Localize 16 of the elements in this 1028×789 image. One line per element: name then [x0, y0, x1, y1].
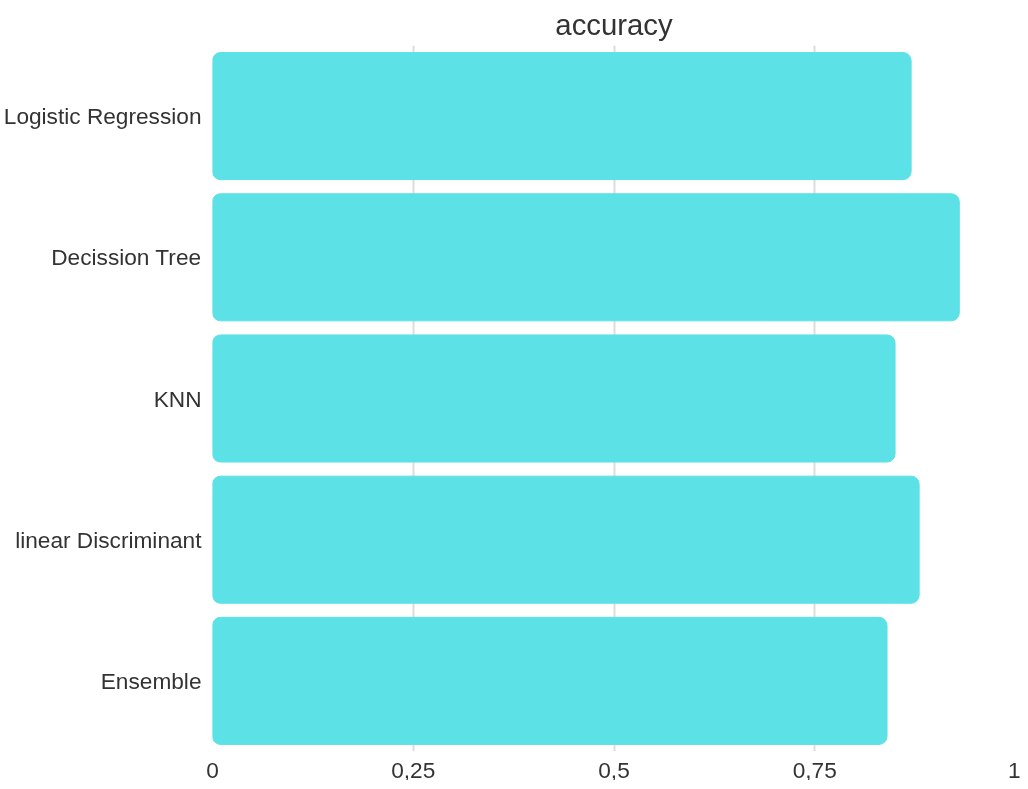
bar: [212, 475, 920, 604]
bar: [212, 52, 912, 181]
bar: [212, 334, 896, 463]
chart-title: accuracy: [555, 7, 674, 41]
y-tick-label: Ensemble: [100, 667, 202, 694]
y-tick-label: linear Discriminant: [15, 526, 203, 553]
y-tick-label: Decission Tree: [51, 244, 202, 271]
bar: [212, 193, 960, 322]
y-tick-label: Logistic Regression: [3, 103, 202, 130]
x-tick-label: 0: [206, 756, 219, 783]
bar: [212, 616, 888, 745]
y-tick-label: KNN: [153, 385, 202, 412]
x-tick-label: 0,5: [598, 756, 630, 783]
x-tick-label: 0,75: [792, 756, 837, 783]
x-tick-label: 1: [1007, 756, 1021, 783]
x-tick-label: 0,25: [391, 756, 436, 783]
